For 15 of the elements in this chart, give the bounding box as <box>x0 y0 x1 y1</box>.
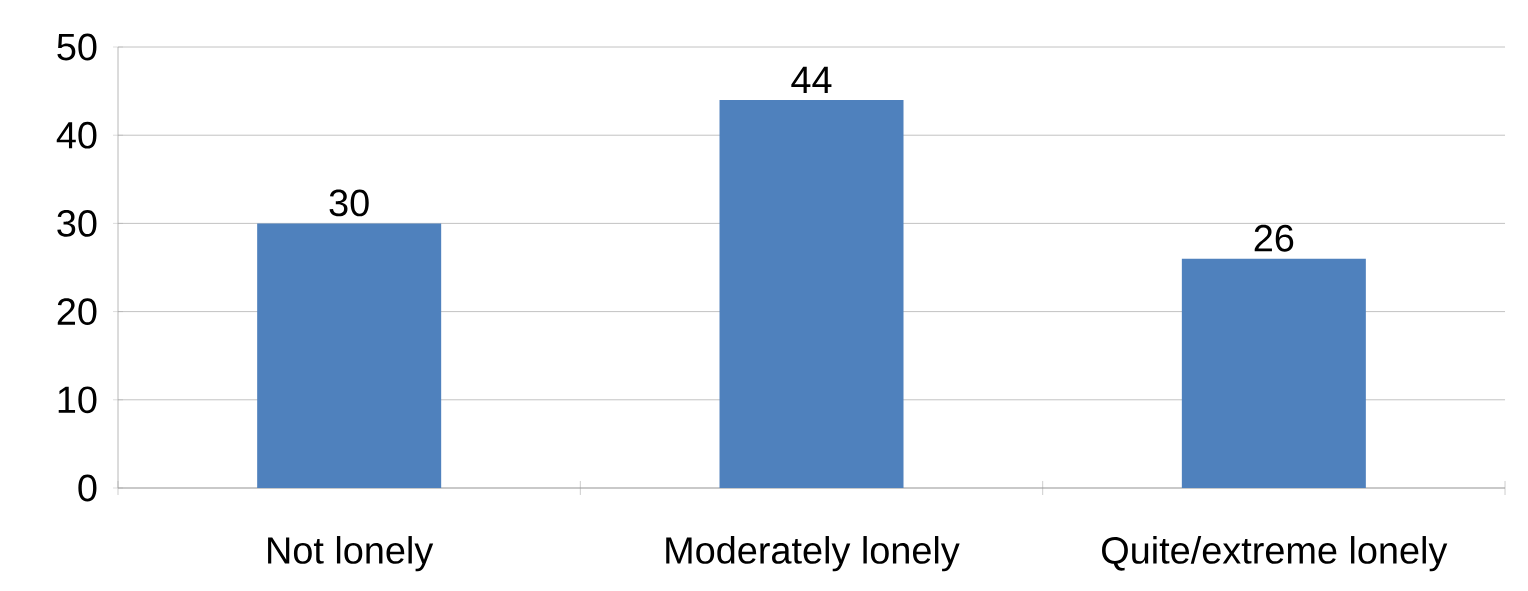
data-label: 30 <box>329 189 369 217</box>
y-tick-label: 30 <box>57 210 97 237</box>
y-tick-label: 0 <box>78 474 97 502</box>
y-tick-label: 50 <box>57 33 97 61</box>
x-tick-label: Quite/extreme lonely <box>1102 536 1448 572</box>
x-tick-label: Not lonely <box>268 536 434 572</box>
data-label: 44 <box>791 66 832 93</box>
y-tick-label: 40 <box>56 121 97 149</box>
bar <box>257 223 442 488</box>
y-tick-label: 20 <box>57 298 97 326</box>
bar <box>719 99 904 488</box>
bar <box>1181 258 1366 488</box>
x-tick-label: Moderately lonely <box>666 536 960 572</box>
y-tick-label: 10 <box>58 386 97 414</box>
data-label: 26 <box>1254 224 1294 252</box>
